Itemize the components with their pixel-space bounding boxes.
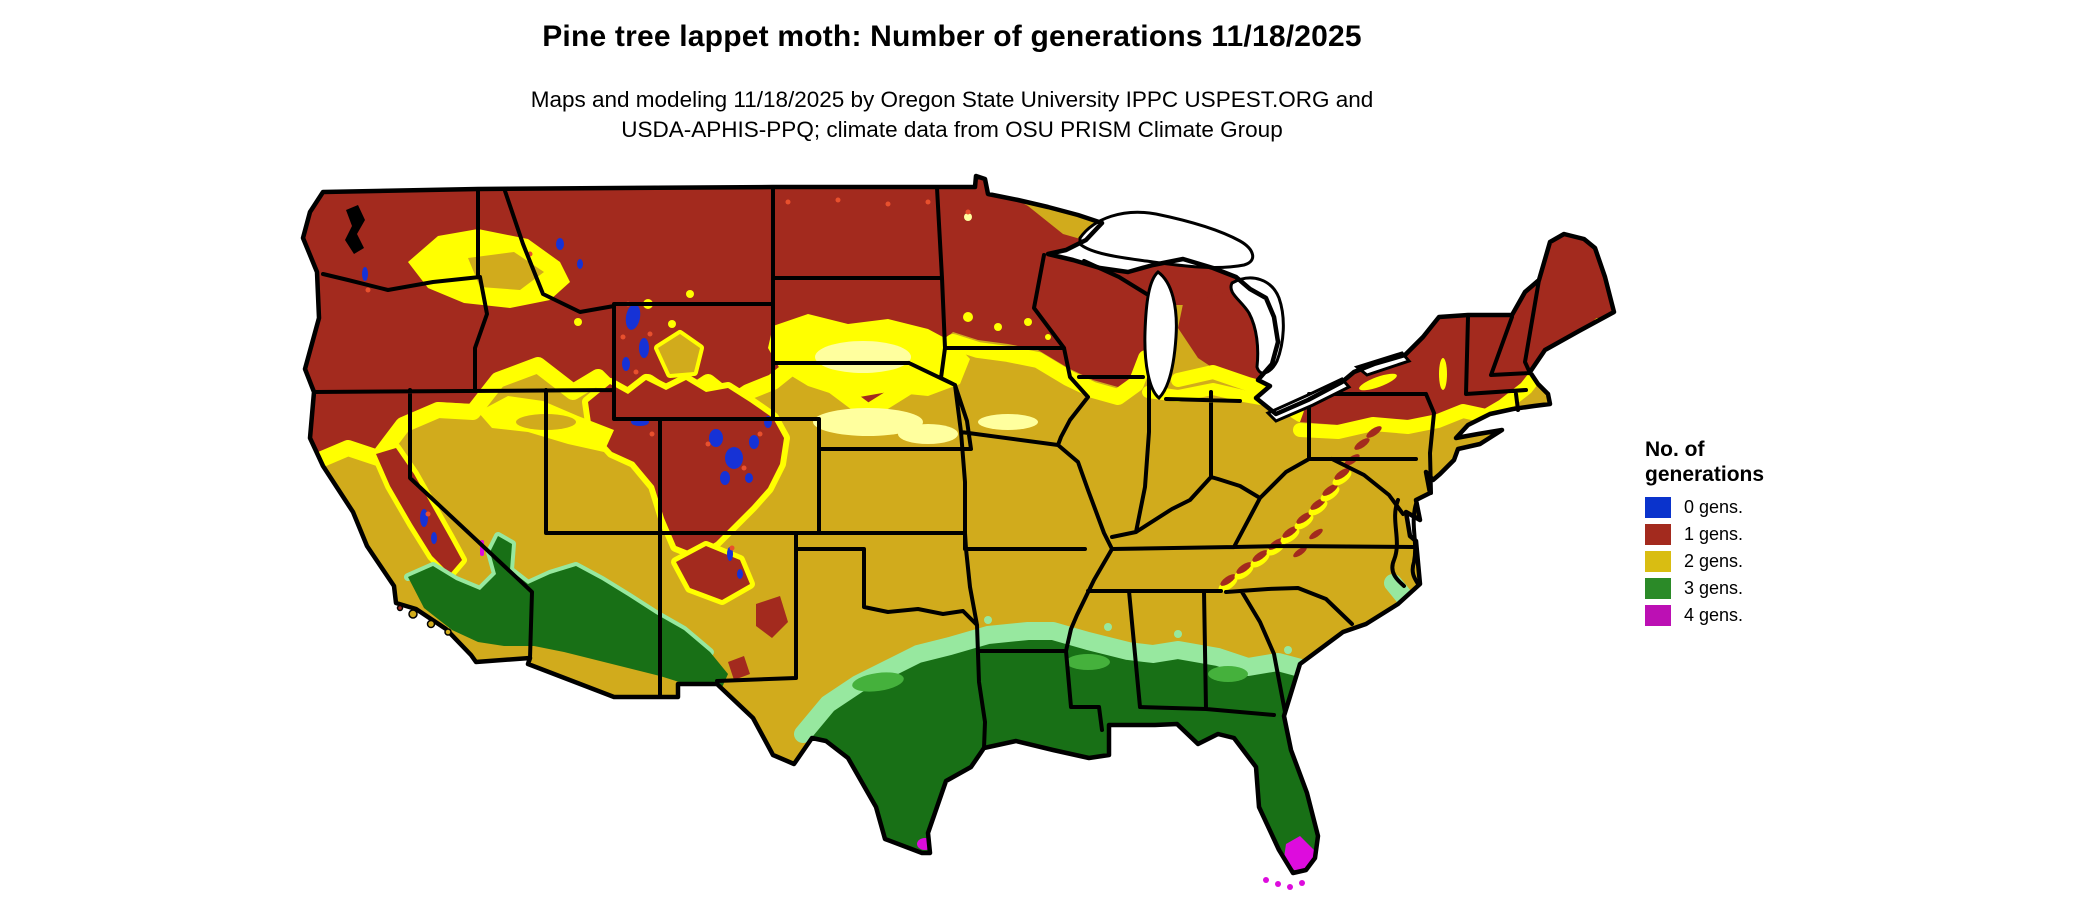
valley-streak-hudson	[1439, 358, 1447, 390]
map-attribution: Maps and modeling 11/18/2025 by Oregon S…	[252, 85, 1652, 145]
pale-band-sd	[815, 341, 911, 373]
bighorn-basin-gold	[658, 334, 700, 374]
legend-swatch	[1645, 605, 1671, 626]
transition-band-michigan	[1171, 365, 1277, 397]
pale-band-ia	[978, 414, 1038, 430]
legend-swatch	[1645, 551, 1671, 572]
legend-item: 4 gens.	[1645, 605, 1764, 626]
region-1-gens-northeast	[1300, 234, 1614, 425]
legend-swatch	[1645, 578, 1671, 599]
page-title: Pine tree lappet moth: Number of generat…	[542, 20, 1362, 53]
map-header: Pine tree lappet moth: Number of generat…	[252, 20, 1652, 145]
state-borders	[312, 186, 1541, 750]
legend-items: 0 gens. 1 gens. 2 gens. 3 gens. 4 gens.	[1645, 497, 1764, 626]
region-1-gens-sierra	[376, 448, 462, 574]
lake-michigan	[1143, 270, 1178, 401]
legend-title-line-1: No. of	[1645, 438, 1705, 461]
columbia-basin-gold	[468, 252, 544, 290]
legend-item: 2 gens.	[1645, 551, 1764, 572]
legend-item: 1 gens.	[1645, 524, 1764, 545]
us-map-svg	[228, 122, 1628, 890]
region-1-gens-nm1	[756, 596, 788, 638]
pale-band-ne	[813, 408, 923, 436]
legend-item-label: 1 gens.	[1684, 524, 1744, 544]
pale-band-ne2	[898, 424, 958, 444]
legend-title: No. of generations	[1645, 437, 1764, 487]
legend-item-label: 0 gens.	[1684, 497, 1744, 517]
legend-swatch	[1645, 524, 1671, 545]
channel-islands	[396, 604, 452, 636]
legend-item: 3 gens.	[1645, 578, 1764, 599]
montana-yellow-specks	[574, 213, 1051, 340]
us-generations-map	[228, 122, 1628, 892]
transition-band-north	[303, 334, 1154, 473]
lake-superior	[1078, 210, 1255, 270]
region-3-gens-south	[803, 583, 1434, 873]
legend-item-label: 3 gens.	[1684, 578, 1744, 598]
valley-streak-ny1	[1359, 373, 1397, 391]
florida-keys	[1263, 877, 1305, 890]
legend-title-line-2: generations	[1645, 463, 1765, 486]
chesapeake-bay	[1390, 498, 1420, 588]
region-1-gens-nm2	[728, 656, 750, 680]
legend-item-label: 4 gens.	[1684, 605, 1744, 625]
region-3-gens-southwest	[408, 536, 728, 692]
legend-item-label: 2 gens.	[1684, 551, 1744, 571]
legend: No. of generations 0 gens. 1 gens. 2 gens.…	[1645, 437, 1764, 632]
legend-item: 0 gens.	[1645, 497, 1764, 518]
attribution-line-2: USDA-APHIS-PPQ; climate data from OSU PR…	[621, 117, 1283, 142]
legend-swatch	[1645, 497, 1671, 518]
puget-sound	[345, 205, 365, 254]
attribution-line-1: Maps and modeling 11/18/2025 by Oregon S…	[530, 87, 1374, 112]
